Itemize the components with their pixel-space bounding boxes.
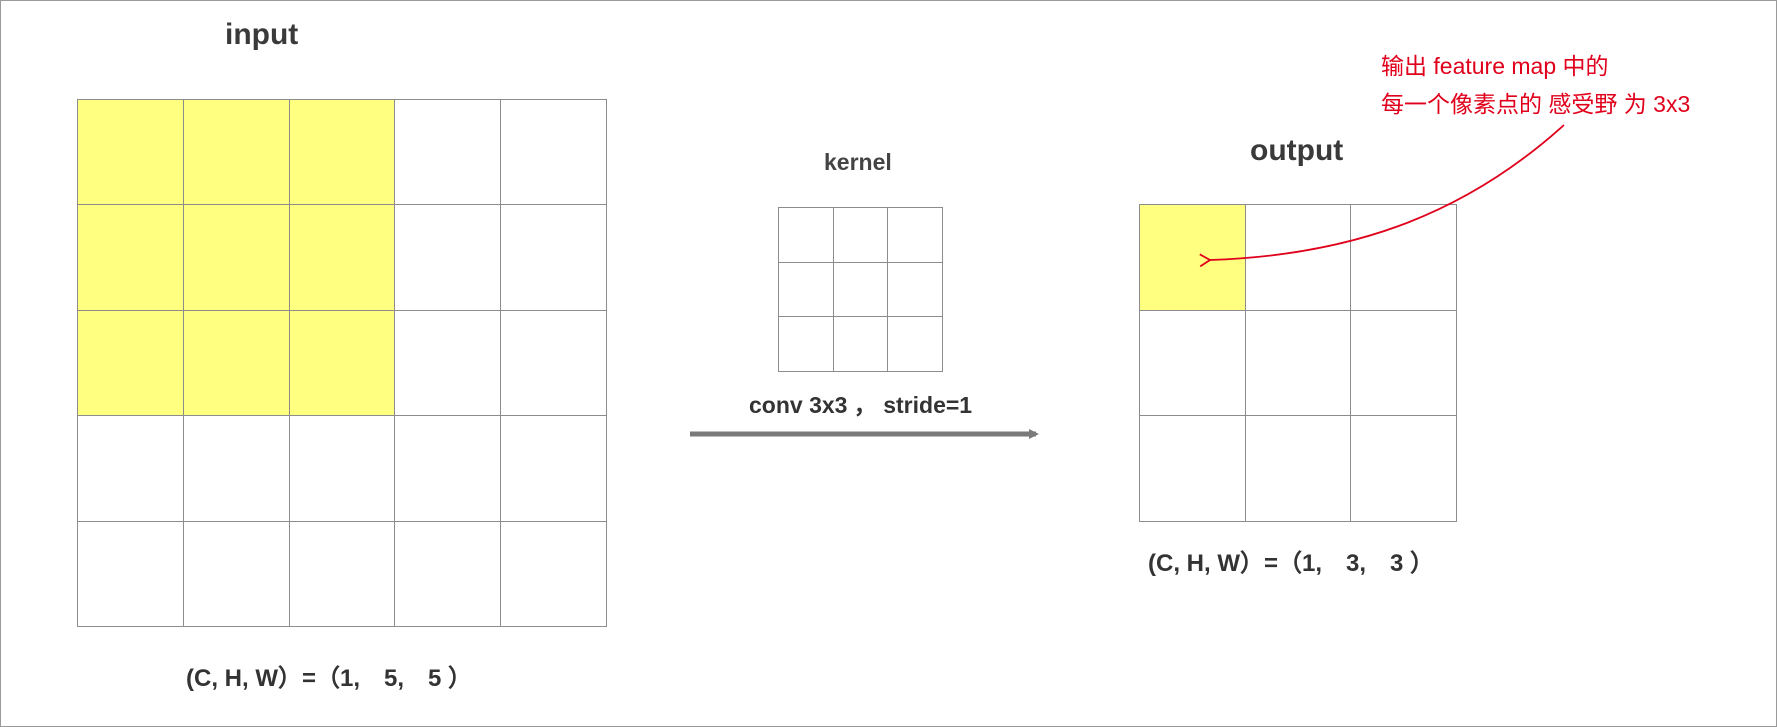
input-feature-map	[77, 99, 607, 627]
input-cell	[501, 205, 607, 311]
input-cell	[183, 521, 290, 627]
output-cell	[1140, 310, 1246, 417]
input-cell	[501, 416, 607, 522]
output-feature-map	[1139, 204, 1457, 522]
input-cell	[78, 205, 184, 311]
input-shape-label: (C, H, W）=（1, 5, 5 ）	[186, 665, 473, 692]
conv-operation-label: conv 3x3 ， stride=1	[749, 392, 973, 418]
input-cell	[501, 521, 607, 627]
input-cell	[395, 100, 502, 206]
output-cell	[1245, 205, 1352, 311]
input-cell	[183, 416, 290, 522]
output-cell	[1351, 310, 1457, 417]
kernel-cell	[888, 262, 943, 318]
output-cell	[1245, 310, 1352, 417]
kernel-cell	[779, 317, 834, 372]
input-cell	[501, 100, 607, 206]
input-cell	[78, 310, 184, 417]
kernel-grid	[778, 207, 943, 372]
output-cell	[1351, 205, 1457, 311]
kernel-cell	[779, 208, 834, 263]
output-cell	[1140, 205, 1246, 311]
kernel-cell	[779, 262, 834, 318]
input-cell	[395, 416, 502, 522]
input-cell	[395, 521, 502, 627]
input-cell	[289, 100, 396, 206]
input-cell	[395, 310, 502, 417]
output-cell	[1140, 416, 1246, 522]
kernel-cell	[833, 317, 889, 372]
kernel-title: kernel	[824, 149, 892, 175]
kernel-cell	[888, 208, 943, 263]
input-cell	[78, 521, 184, 627]
input-cell	[289, 521, 396, 627]
input-cell	[289, 416, 396, 522]
input-cell	[501, 310, 607, 417]
input-cell	[289, 310, 396, 417]
input-cell	[183, 310, 290, 417]
kernel-cell	[888, 317, 943, 372]
input-cell	[183, 100, 290, 206]
output-cell	[1351, 416, 1457, 522]
input-cell	[289, 205, 396, 311]
input-cell	[183, 205, 290, 311]
receptive-field-annotation: 输出 feature map 中的 每一个像素点的 感受野 为 3x3	[1381, 47, 1690, 123]
input-cell	[78, 100, 184, 206]
annotation-line-1: 输出 feature map 中的	[1381, 53, 1609, 79]
output-title: output	[1250, 134, 1344, 167]
kernel-cell	[833, 262, 889, 318]
input-cell	[395, 205, 502, 311]
input-title: input	[225, 18, 299, 51]
kernel-cell	[833, 208, 889, 263]
input-cell	[78, 416, 184, 522]
output-cell	[1245, 416, 1352, 522]
output-shape-label: (C, H, W）=（1, 3, 3 ）	[1148, 550, 1435, 577]
annotation-line-2: 每一个像素点的 感受野 为 3x3	[1381, 91, 1691, 117]
